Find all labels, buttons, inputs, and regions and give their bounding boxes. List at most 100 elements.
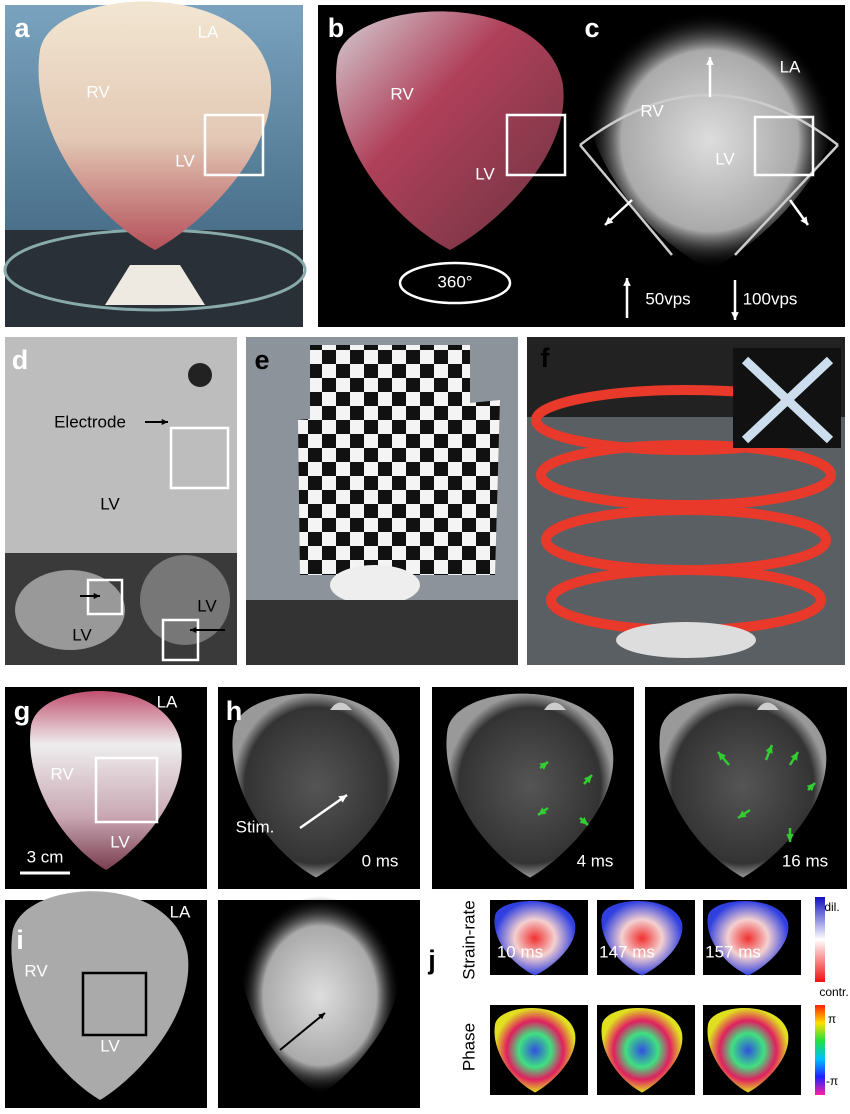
label: RV — [50, 764, 74, 783]
sector-edge — [734, 144, 839, 256]
label: RV — [390, 84, 414, 103]
label: RV — [640, 101, 664, 120]
arrow-head — [738, 810, 747, 818]
label: LV — [110, 832, 130, 851]
heart — [11, 891, 189, 1100]
label: 16 ms — [782, 851, 828, 870]
valve — [757, 702, 779, 710]
arrow-head — [790, 752, 798, 761]
colorbar — [815, 1005, 825, 1095]
arrow-head — [161, 418, 168, 426]
stand — [616, 622, 756, 658]
label: LV — [72, 625, 92, 644]
arrow-head — [583, 775, 592, 784]
roi-box — [505, 113, 567, 177]
label: Stim. — [231, 1047, 270, 1066]
arrow-head — [806, 783, 815, 792]
rotation-ring — [398, 261, 512, 305]
label: LV — [715, 149, 735, 168]
label: 100vps — [743, 289, 798, 308]
panel-letter: h — [226, 696, 243, 726]
arrow — [279, 1012, 326, 1051]
arrow-head — [605, 216, 614, 225]
arrow — [299, 793, 348, 830]
label: LV — [197, 596, 217, 615]
arrow-head — [765, 745, 773, 754]
roi-box — [94, 756, 159, 824]
heart — [30, 691, 182, 870]
dark-spot — [188, 363, 212, 387]
arrow-head — [706, 57, 714, 65]
colorbar — [815, 897, 825, 982]
arrow-head — [623, 278, 631, 286]
heart — [601, 900, 683, 976]
calibration-board — [298, 400, 500, 575]
roi-box — [161, 618, 200, 662]
label: LV — [100, 494, 120, 513]
arrow-head — [93, 592, 100, 600]
arrow-head — [579, 816, 588, 825]
panel-letter: c — [584, 13, 599, 43]
label: 360° — [437, 272, 472, 291]
heart — [238, 896, 401, 1095]
heart — [336, 11, 564, 251]
arrow-head — [718, 752, 726, 761]
arrow-head — [731, 312, 739, 320]
panel-letter: i — [16, 925, 24, 955]
arrow-head — [800, 216, 808, 225]
inset-pattern — [741, 356, 834, 444]
arrow-head — [190, 626, 197, 634]
arrow-head — [338, 795, 347, 803]
sector-edge — [579, 144, 673, 256]
panel-letter: b — [328, 13, 345, 43]
label: Strain-rate — [459, 900, 478, 979]
label: 4 ms — [577, 851, 614, 870]
label: 147 ms — [599, 942, 655, 961]
roi-box — [203, 113, 265, 177]
label: 3 cm — [27, 847, 64, 866]
heart — [232, 693, 400, 878]
arrow-head — [786, 834, 794, 842]
label: RV — [24, 961, 48, 980]
label: LA — [198, 22, 219, 41]
label: π — [828, 1012, 836, 1026]
heart — [494, 900, 576, 976]
label: LA — [157, 692, 178, 711]
label: 50vps — [645, 289, 690, 308]
label: contr. — [819, 985, 848, 999]
label: Phase — [459, 1023, 478, 1071]
label: Electrode — [54, 412, 126, 431]
arrow-head — [318, 1013, 325, 1020]
heart — [446, 693, 614, 878]
heart — [659, 693, 827, 878]
label: 0 ms — [362, 851, 399, 870]
label: LV — [100, 1036, 120, 1055]
tissue — [15, 570, 125, 650]
label: LV — [475, 164, 495, 183]
label: RV — [86, 82, 110, 101]
roi-box — [169, 426, 230, 490]
heart — [583, 11, 837, 270]
arrow-head — [538, 807, 547, 815]
label: Stim. — [236, 817, 275, 836]
label: LV — [175, 151, 195, 170]
panel-letter: g — [14, 696, 31, 726]
roi-box — [81, 971, 148, 1037]
heart — [38, 1, 272, 250]
panel-letter: e — [254, 345, 269, 375]
heart — [707, 900, 789, 976]
stand — [105, 265, 205, 305]
roi-box — [753, 115, 815, 177]
label: LA — [780, 57, 801, 76]
label: LA — [170, 902, 191, 921]
valve — [330, 702, 352, 710]
label: dil. — [824, 900, 839, 914]
panel-letter: a — [14, 13, 30, 43]
label: 157 ms — [705, 942, 761, 961]
valve — [544, 702, 566, 710]
label: -π — [826, 1074, 838, 1088]
label: 10 ms — [497, 942, 543, 961]
panel-letter: d — [12, 345, 29, 375]
arrow-head — [539, 762, 548, 770]
panel-image — [246, 600, 518, 665]
